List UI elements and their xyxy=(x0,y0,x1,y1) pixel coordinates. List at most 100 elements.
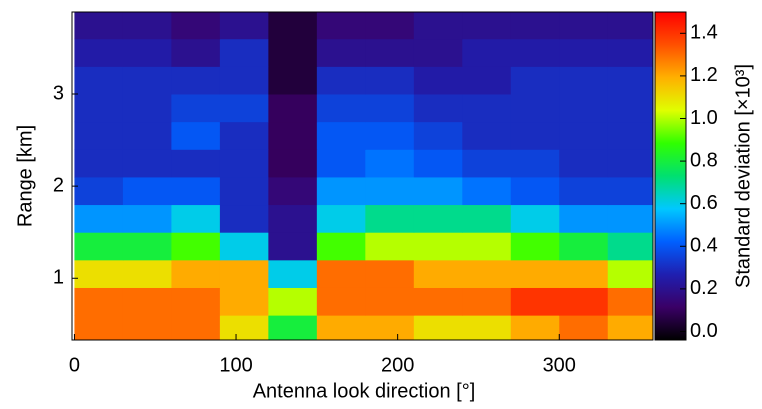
x-axis-label: Antenna look direction [°] xyxy=(253,380,476,402)
heatmap-cell xyxy=(559,66,609,95)
heatmap-cell xyxy=(462,232,512,261)
heatmap-cell xyxy=(462,12,512,40)
heatmap-cell xyxy=(365,232,415,261)
heatmap-cell xyxy=(607,232,654,261)
heatmap-cell xyxy=(365,38,415,67)
heatmap-cell xyxy=(462,287,512,316)
heatmap-cell xyxy=(607,315,654,341)
heatmap-cell xyxy=(74,121,124,150)
heatmap-cell xyxy=(510,66,560,95)
heatmap-cell xyxy=(74,66,124,95)
heatmap-cell xyxy=(316,38,366,67)
heatmap-cell xyxy=(74,176,124,206)
heatmap-cell xyxy=(316,66,366,95)
heatmap-cell xyxy=(510,259,560,288)
heatmap-cell xyxy=(559,259,609,288)
x-tick-label: 100 xyxy=(219,354,252,376)
heatmap-cell xyxy=(219,66,269,95)
colorbar-tick-label: 1.2 xyxy=(690,64,718,86)
heatmap-cell xyxy=(316,94,366,123)
heatmap-cell xyxy=(559,287,609,316)
heatmap-cell xyxy=(413,232,463,261)
colorbar-tick-label: 1.0 xyxy=(690,107,718,129)
x-tick-label: 200 xyxy=(381,354,414,376)
heatmap-cell xyxy=(122,287,172,316)
heatmap-cell xyxy=(365,315,415,341)
heatmap-cell xyxy=(413,12,463,40)
heatmap-cell xyxy=(219,12,269,40)
heatmap-cell xyxy=(510,315,560,341)
heatmap-cell xyxy=(510,176,560,206)
heatmap-cell xyxy=(510,287,560,316)
heatmap-cell xyxy=(510,232,560,261)
heatmap-cell xyxy=(122,66,172,95)
heatmap-cell xyxy=(74,315,124,341)
colorbar-tick-label: 1.4 xyxy=(690,22,718,44)
heatmap-cell xyxy=(607,259,654,288)
heatmap-cell xyxy=(365,149,415,178)
colorbar-tick-label: 0.8 xyxy=(690,149,718,171)
heatmap-cell xyxy=(268,176,318,206)
heatmap-cell xyxy=(122,12,172,40)
colorbar-tick-label: 0.2 xyxy=(690,277,718,299)
heatmap-cell xyxy=(268,232,318,261)
heatmap-cell xyxy=(219,259,269,288)
heatmap-cell xyxy=(171,315,221,341)
heatmap-cell xyxy=(607,94,654,123)
heatmap-cell xyxy=(268,12,318,40)
heatmap-cell xyxy=(559,149,609,178)
heatmap-cell xyxy=(74,94,124,123)
heatmap-cell xyxy=(559,176,609,206)
heatmap-cell xyxy=(413,66,463,95)
heatmap-cell xyxy=(219,121,269,150)
heatmap-cell xyxy=(74,232,124,261)
heatmap-cell xyxy=(559,204,609,233)
heatmap-cell xyxy=(171,66,221,95)
heatmap-cell xyxy=(462,259,512,288)
colorbar-tick-label: 0.6 xyxy=(690,192,718,214)
heatmap-cell xyxy=(607,38,654,67)
heatmap-cell xyxy=(413,121,463,150)
heatmap-cell xyxy=(413,176,463,206)
heatmap-cell xyxy=(268,94,318,123)
heatmap-cell xyxy=(122,232,172,261)
heatmap-cell xyxy=(413,94,463,123)
heatmap-cell xyxy=(510,149,560,178)
heatmap-cell xyxy=(122,149,172,178)
heatmap-cell xyxy=(219,315,269,341)
heatmap-cell xyxy=(607,121,654,150)
heatmap-cell xyxy=(219,94,269,123)
heatmap-cell xyxy=(462,121,512,150)
heatmap-cell xyxy=(268,66,318,95)
heatmap-cell xyxy=(559,121,609,150)
heatmap-cell xyxy=(316,259,366,288)
colorbar xyxy=(654,11,687,341)
heatmap-cell xyxy=(74,149,124,178)
heatmap-cell xyxy=(219,149,269,178)
heatmap-cell xyxy=(74,287,124,316)
heatmap xyxy=(74,12,654,341)
heatmap-cell xyxy=(559,315,609,341)
x-tick-label: 300 xyxy=(543,354,576,376)
heatmap-cell xyxy=(171,204,221,233)
heatmap-cell xyxy=(607,176,654,206)
heatmap-cell xyxy=(171,149,221,178)
heatmap-cell xyxy=(74,204,124,233)
heatmap-cell xyxy=(171,176,221,206)
heatmap-cell xyxy=(462,176,512,206)
plot-frame xyxy=(71,11,654,341)
heatmap-cell xyxy=(462,204,512,233)
y-tick-label: 3 xyxy=(53,82,64,104)
heatmap-cell xyxy=(268,38,318,67)
heatmap-cell xyxy=(365,121,415,150)
heatmap-cell xyxy=(316,176,366,206)
heatmap-cell xyxy=(413,204,463,233)
heatmap-cell xyxy=(559,94,609,123)
heatmap-cell xyxy=(413,287,463,316)
heatmap-cell xyxy=(510,12,560,40)
heatmap-cell xyxy=(219,287,269,316)
heatmap-cell xyxy=(510,121,560,150)
heatmap-cell xyxy=(559,38,609,67)
heatmap-cell xyxy=(316,149,366,178)
